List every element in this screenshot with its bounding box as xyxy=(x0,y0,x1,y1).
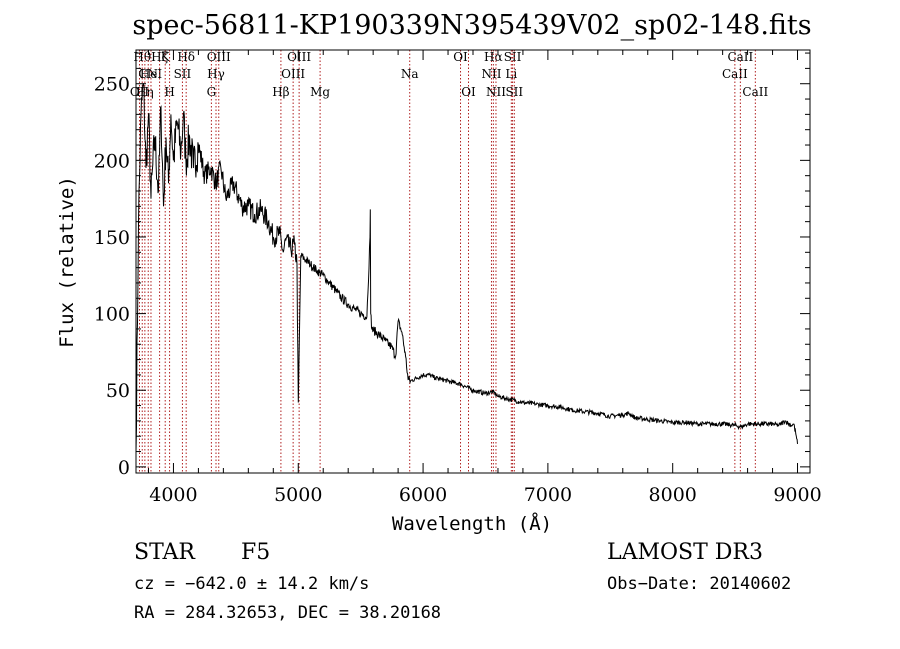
x-tick-label: 5000 xyxy=(274,484,322,506)
y-tick-label: 150 xyxy=(94,227,130,249)
object-subclass: F5 xyxy=(241,540,271,565)
spectrum-plot: spec-56811-KP190339N395439V02_sp02-148.f… xyxy=(56,10,822,535)
line-marker-label: Hγ xyxy=(207,67,225,81)
y-axis: 0 50 100 150 200 250 xyxy=(94,52,810,479)
line-markers: OIIHθHηCNHeIHζKHSIIHδGHγOIIIHβOIIIOIIIMg… xyxy=(130,50,768,473)
line-marker-label: CaII xyxy=(727,50,753,64)
line-marker-label: G xyxy=(207,85,217,99)
x-tick-label: 6000 xyxy=(399,484,447,506)
line-marker-label: Hα xyxy=(484,50,503,64)
y-tick-label: 100 xyxy=(94,304,130,326)
line-marker-label: OIII xyxy=(281,67,305,81)
line-marker-label: OI xyxy=(453,50,468,64)
redshift-velocity: cz = −642.0 ± 14.2 km/s xyxy=(134,574,370,594)
y-tick-label: 250 xyxy=(94,74,130,96)
line-marker-label: OI xyxy=(461,85,476,99)
line-marker-label: NII xyxy=(486,85,506,99)
spectrum-line xyxy=(135,82,798,452)
y-axis-label: Flux (relative) xyxy=(56,176,78,348)
line-marker-label: HeI xyxy=(140,67,163,81)
line-marker-label: SII xyxy=(174,67,192,81)
object-class: STAR xyxy=(134,540,195,565)
y-tick-label: 0 xyxy=(118,457,130,479)
coordinates: RA = 284.32653, DEC = 38.20168 xyxy=(134,603,442,623)
line-marker-label: CaII xyxy=(722,67,748,81)
x-tick-label: 8000 xyxy=(649,484,697,506)
line-marker-label: SII xyxy=(505,85,523,99)
plot-frame xyxy=(135,49,811,474)
x-axis: 4000 5000 6000 7000 8000 9000 xyxy=(147,50,822,506)
line-marker-label: Hβ xyxy=(272,85,289,99)
line-marker-label: Hζ xyxy=(151,50,168,64)
x-tick-label: 4000 xyxy=(149,484,197,506)
chart-title: spec-56811-KP190339N395439V02_sp02-148.f… xyxy=(132,10,811,41)
line-marker-label: H xyxy=(164,85,174,99)
y-tick-label: 50 xyxy=(106,380,130,402)
line-marker-label: CaII xyxy=(742,85,768,99)
line-marker-label: Mg xyxy=(310,85,330,99)
line-marker-label: NII xyxy=(481,67,501,81)
x-tick-label: 7000 xyxy=(524,484,572,506)
line-marker-label: CN xyxy=(138,67,158,81)
line-marker-label: Na xyxy=(401,67,419,81)
line-marker-label: OIII xyxy=(287,50,311,64)
x-tick-label: 9000 xyxy=(773,484,821,506)
line-marker-label: Hδ xyxy=(177,50,195,64)
line-marker-label: K xyxy=(161,50,171,64)
survey-name: LAMOST DR3 xyxy=(607,540,763,565)
line-marker-label: OIII xyxy=(207,50,231,64)
observation-date: Obs−Date: 20140602 xyxy=(607,574,792,594)
x-axis-label: Wavelength (Å) xyxy=(392,512,552,535)
line-marker-label: Hη xyxy=(136,85,154,99)
line-marker-label: SII xyxy=(504,50,522,64)
line-marker-label: Li xyxy=(505,67,517,81)
y-tick-label: 200 xyxy=(94,150,130,172)
